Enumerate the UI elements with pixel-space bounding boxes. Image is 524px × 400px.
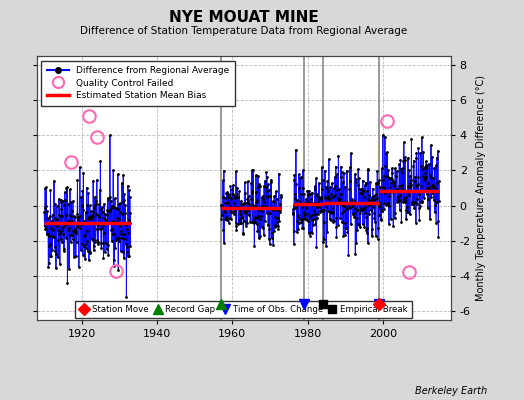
Text: Berkeley Earth: Berkeley Earth xyxy=(415,386,487,396)
Text: Difference of Station Temperature Data from Regional Average: Difference of Station Temperature Data f… xyxy=(80,26,407,36)
Legend: Station Move, Record Gap, Time of Obs. Change, Empirical Break: Station Move, Record Gap, Time of Obs. C… xyxy=(75,301,412,318)
Text: NYE MOUAT MINE: NYE MOUAT MINE xyxy=(169,10,319,25)
Y-axis label: Monthly Temperature Anomaly Difference (°C): Monthly Temperature Anomaly Difference (… xyxy=(476,75,486,301)
